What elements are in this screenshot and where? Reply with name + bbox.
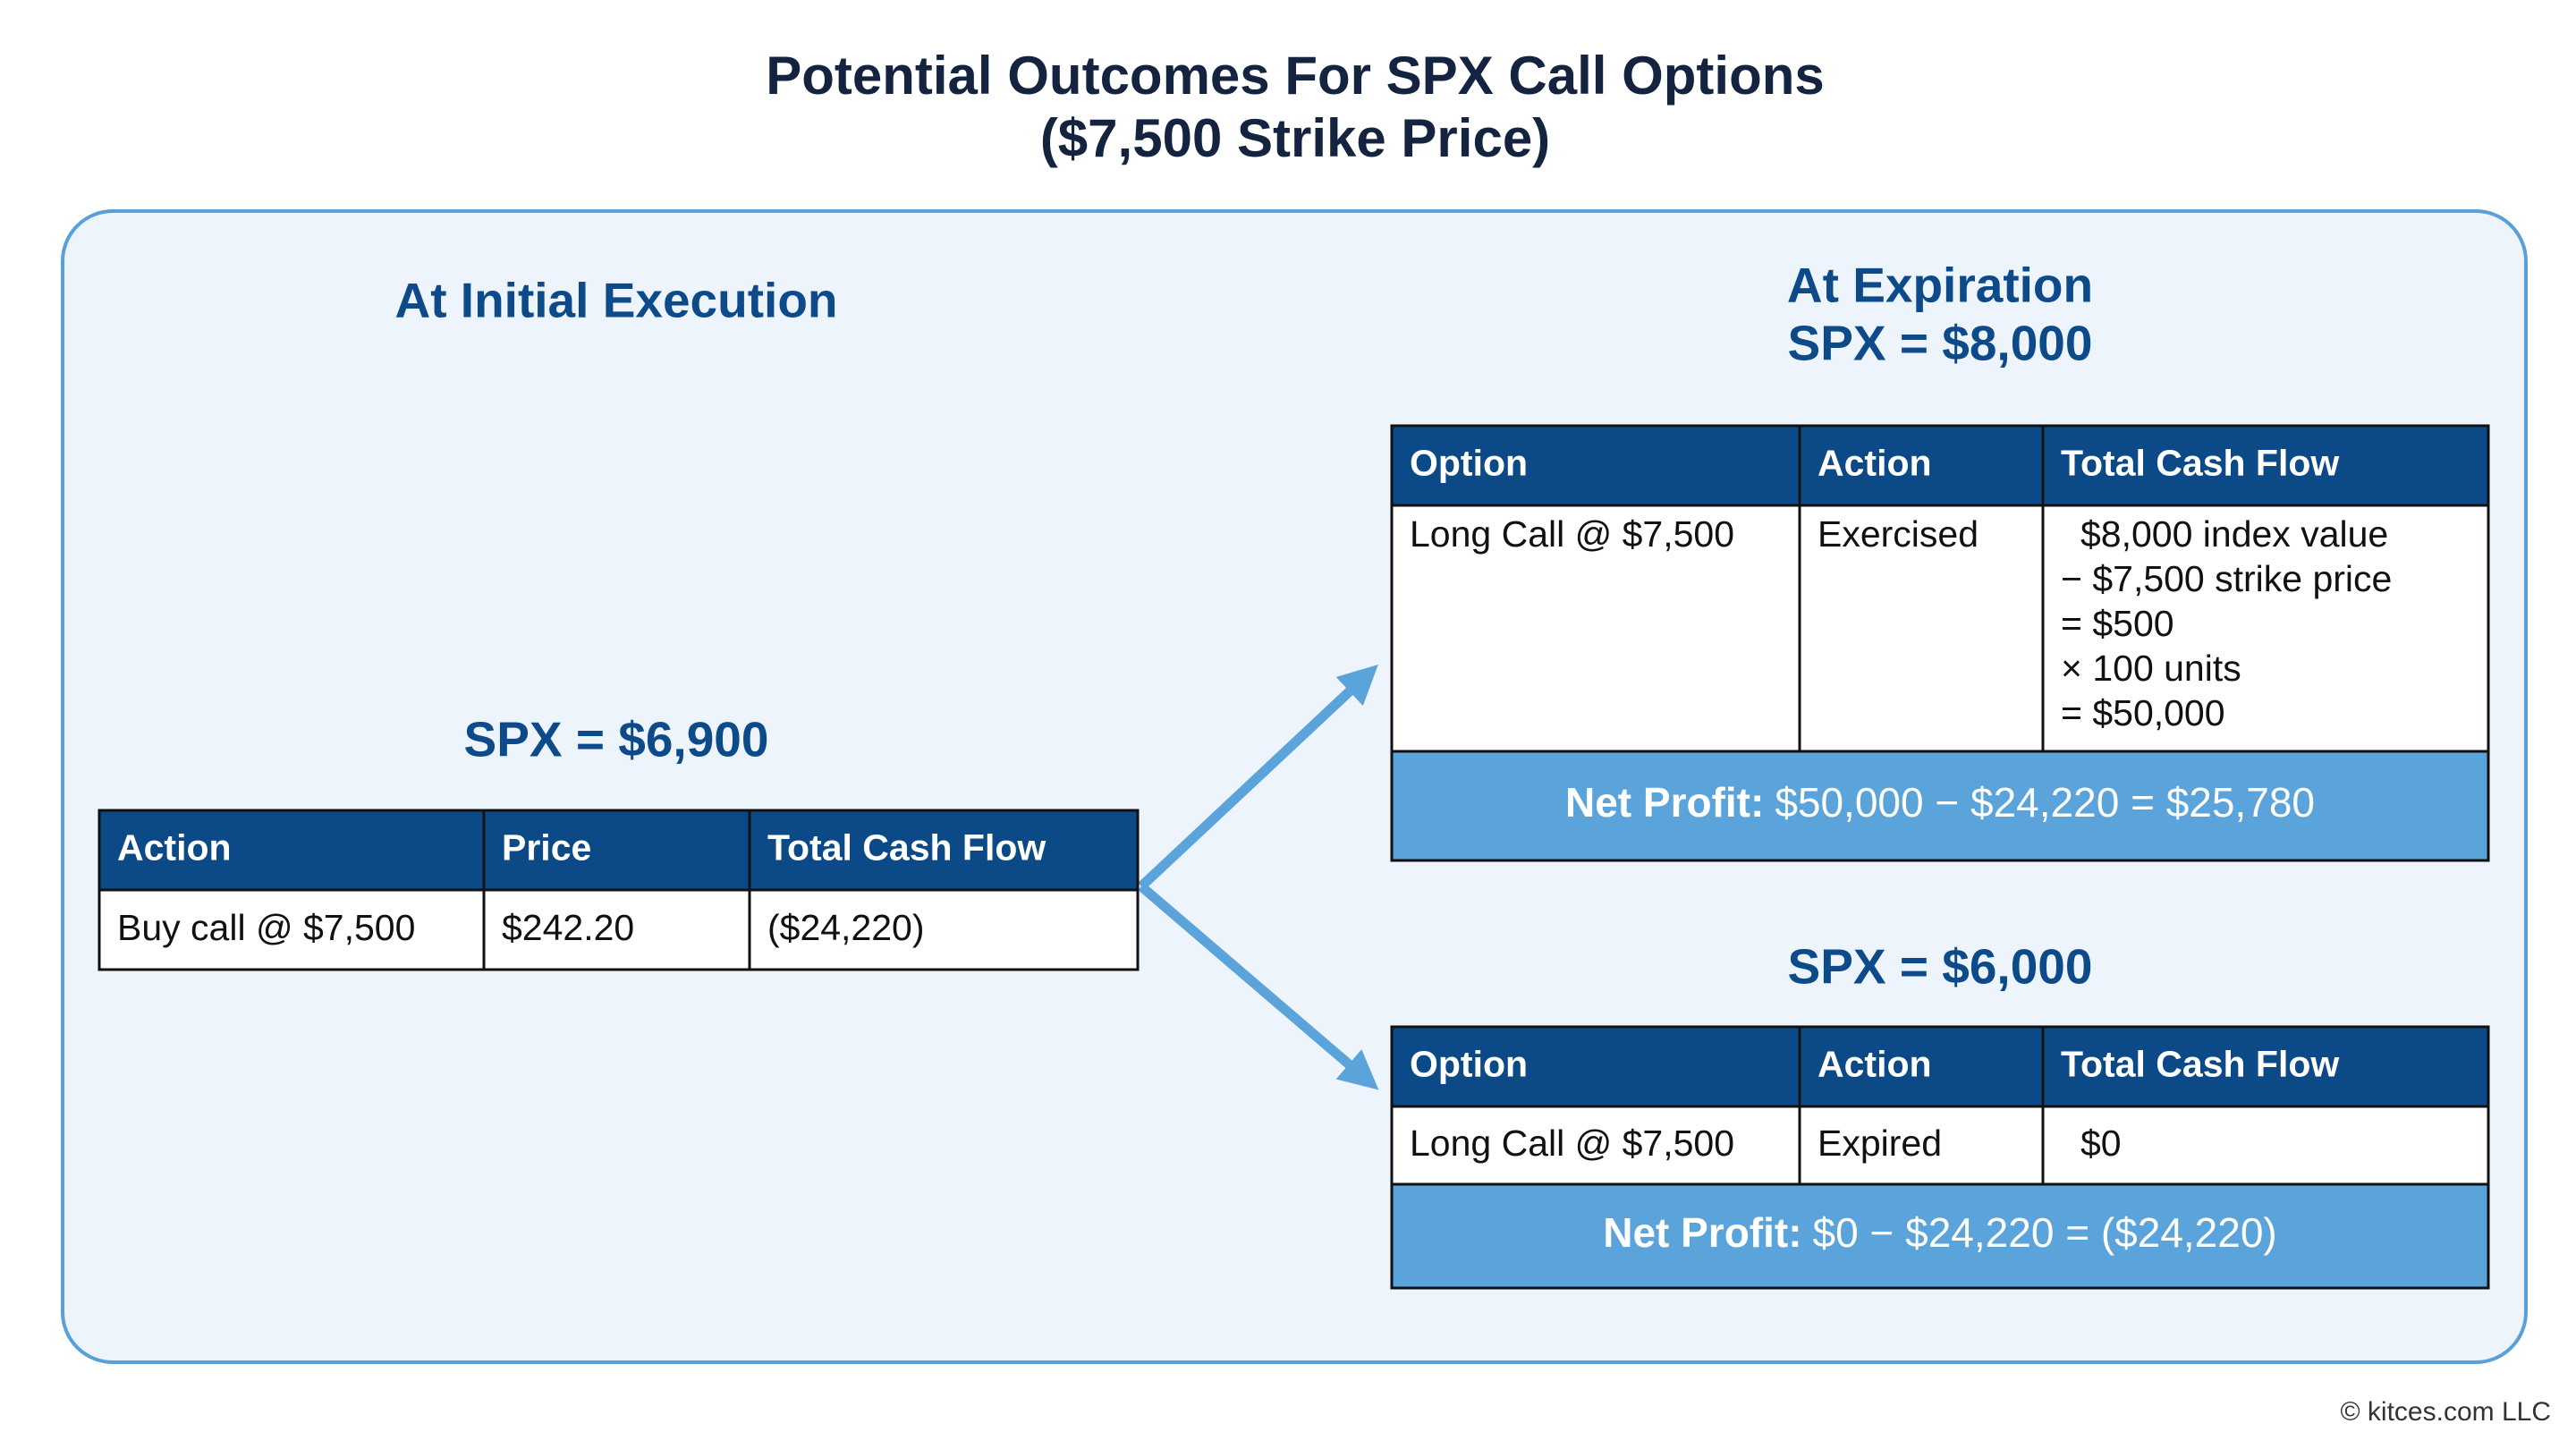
cell-line: = $50,000 (2061, 692, 2225, 733)
header-cell: Action (1818, 442, 1932, 483)
header-cell: Total Cash Flow (2061, 1043, 2339, 1084)
cell: Buy call @ $7,500 (117, 907, 415, 948)
table-border (1390, 1025, 2490, 1290)
header-cell: Action (1818, 1043, 1932, 1084)
net-profit: Net Profit: $0 − $24,220 = ($24,220) (1603, 1209, 2277, 1256)
cell-line: × 100 units (2061, 648, 2241, 689)
spx-level: SPX = $8,000 (1788, 316, 2093, 371)
body-row (99, 890, 1138, 970)
cell-line: − $7,500 strike price (2061, 558, 2392, 599)
header-cell: Action (117, 826, 232, 868)
table-border (1390, 424, 2490, 862)
header-cell: Option (1410, 442, 1528, 483)
header-row (99, 810, 1138, 890)
net-profit-label: Net Profit: (1603, 1209, 1801, 1256)
spx-level: SPX = $6,000 (1788, 939, 2093, 995)
cell-line: $8,000 index value (2080, 513, 2388, 555)
cell: Long Call @ $7,500 (1410, 1123, 1734, 1164)
cell-line: $0 (2080, 1123, 2122, 1164)
net-profit-row (1392, 1184, 2488, 1288)
title-line: ($7,500 Strike Price) (1040, 108, 1550, 168)
arrow (1138, 882, 1379, 1090)
header-cell: Total Cash Flow (2061, 442, 2339, 483)
net-profit-label: Net Profit: (1565, 779, 1764, 826)
cell: Exercised (1818, 513, 1979, 555)
cell: Expired (1818, 1123, 1942, 1164)
section-heading: At Expiration (1787, 258, 2093, 313)
cell: $242.20 (502, 907, 634, 948)
spx-level: SPX = $6,900 (464, 712, 769, 767)
net-profit: Net Profit: $50,000 − $24,220 = $25,780 (1565, 779, 2315, 826)
header-row (1392, 426, 2488, 505)
cell: ($24,220) (767, 907, 925, 948)
cell-line: = $500 (2061, 603, 2174, 644)
body-row (1392, 505, 2488, 751)
title-line: Potential Outcomes For SPX Call Options (766, 46, 1825, 106)
net-profit-value: $0 − $24,220 = ($24,220) (1813, 1209, 2277, 1256)
header-row (1392, 1027, 2488, 1106)
section-heading: At Initial Execution (394, 273, 837, 328)
header-cell: Price (502, 826, 591, 868)
footer: © kitces.com LLC (2340, 1397, 2551, 1427)
cell: Long Call @ $7,500 (1410, 513, 1734, 555)
arrow (1138, 664, 1378, 891)
net-profit-row (1392, 751, 2488, 860)
header-cell: Option (1410, 1043, 1528, 1084)
header-cell: Total Cash Flow (767, 826, 1046, 868)
body-row (1392, 1106, 2488, 1184)
net-profit-value: $50,000 − $24,220 = $25,780 (1775, 779, 2315, 826)
